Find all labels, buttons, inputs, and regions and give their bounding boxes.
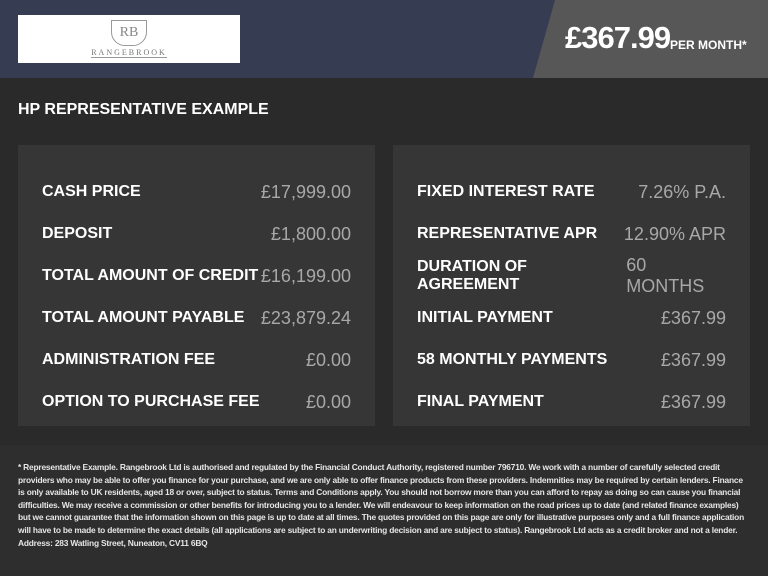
row-label: REPRESENTATIVE APR — [417, 225, 598, 242]
disclaimer-footer: * Representative Example. Rangebrook Ltd… — [0, 445, 768, 576]
row-value: £0.00 — [305, 391, 351, 412]
row-apr: REPRESENTATIVE APR 12.90% APR — [417, 213, 726, 255]
row-value: £1,800.00 — [270, 223, 351, 244]
row-label: TOTAL AMOUNT OF CREDIT — [42, 267, 259, 284]
row-label: TOTAL AMOUNT PAYABLE — [42, 309, 245, 326]
row-duration: DURATION OF AGREEMENT 60 MONTHS — [417, 255, 726, 297]
row-value: £367.99 — [660, 391, 726, 412]
row-total-credit: TOTAL AMOUNT OF CREDIT £16,199.00 — [42, 255, 351, 297]
row-value: 12.90% APR — [623, 223, 726, 244]
row-label: INITIAL PAYMENT — [417, 309, 553, 326]
row-initial-payment: INITIAL PAYMENT £367.99 — [417, 297, 726, 339]
row-label: DURATION OF AGREEMENT — [417, 258, 527, 293]
row-total-payable: TOTAL AMOUNT PAYABLE £23,879.24 — [42, 297, 351, 339]
row-final-payment: FINAL PAYMENT £367.99 — [417, 381, 726, 423]
price-panel — [533, 0, 768, 78]
row-label: ADMINISTRATION FEE — [42, 351, 216, 368]
row-label: FIXED INTEREST RATE — [417, 183, 595, 200]
row-monthly-payments: 58 MONTHLY PAYMENTS £367.99 — [417, 339, 726, 381]
row-value: £23,879.24 — [260, 307, 351, 328]
header: RB RANGEBROOK £367.99 PER MONTH* — [0, 0, 768, 78]
row-value: 60 MONTHS — [626, 255, 705, 296]
crest-icon: RB — [111, 20, 147, 46]
per-month-label: PER MONTH* — [670, 38, 747, 52]
row-option-fee: OPTION TO PURCHASE FEE £0.00 — [42, 381, 351, 423]
row-cash-price: CASH PRICE £17,999.00 — [42, 171, 351, 213]
row-label: 58 MONTHLY PAYMENTS — [417, 351, 608, 368]
finance-panel-left: CASH PRICE £17,999.00 DEPOSIT £1,800.00 TO… — [18, 145, 375, 426]
row-admin-fee: ADMINISTRATION FEE £0.00 — [42, 339, 351, 381]
row-value: £367.99 — [660, 307, 726, 328]
finance-panel-right: FIXED INTEREST RATE 7.26% P.A. REPRESENTA… — [393, 145, 750, 426]
row-deposit: DEPOSIT £1,800.00 — [42, 213, 351, 255]
row-value: 7.26% P.A. — [638, 181, 726, 202]
monthly-price: £367.99 — [565, 20, 671, 55]
rangebrook-logo[interactable]: RB RANGEBROOK — [18, 15, 240, 63]
row-value: £16,199.00 — [260, 265, 351, 286]
row-value: £17,999.00 — [260, 181, 351, 202]
row-label: DEPOSIT — [42, 225, 113, 242]
row-label: FINAL PAYMENT — [417, 393, 544, 410]
logo-text: RANGEBROOK — [91, 48, 167, 58]
row-label: CASH PRICE — [42, 183, 141, 200]
section-title: HP REPRESENTATIVE EXAMPLE — [18, 101, 269, 118]
row-value: £367.99 — [660, 349, 726, 370]
row-value: £0.00 — [305, 349, 351, 370]
row-label: OPTION TO PURCHASE FEE — [42, 393, 260, 410]
row-interest-rate: FIXED INTEREST RATE 7.26% P.A. — [417, 171, 726, 213]
